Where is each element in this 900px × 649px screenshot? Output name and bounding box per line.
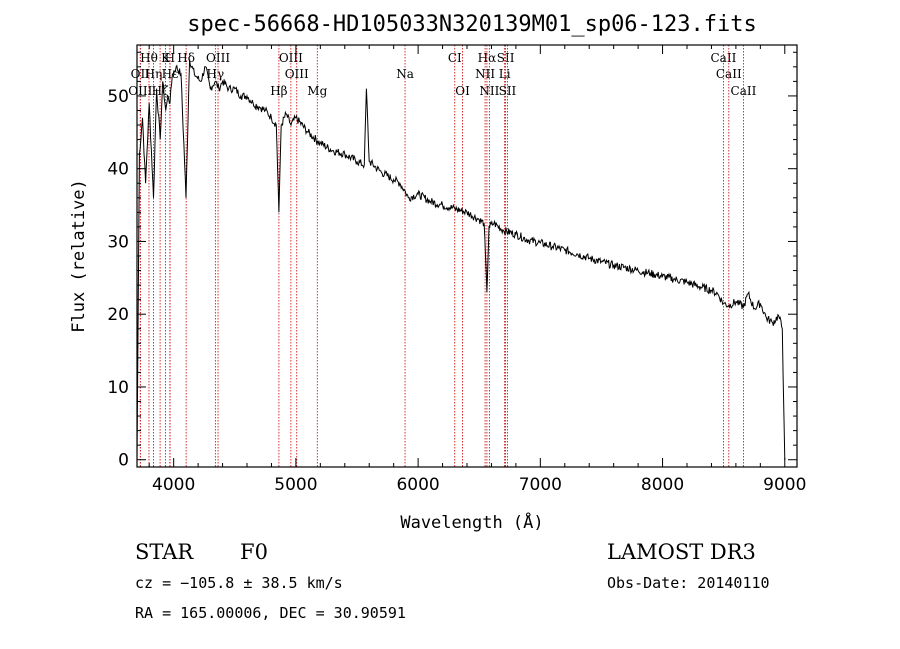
spectral-line-label: Hζ xyxy=(152,84,169,98)
spectral-line-label: CaII xyxy=(711,51,737,65)
spectral-line-label: Hδ xyxy=(177,51,195,65)
spectral-line-label: CaII xyxy=(731,84,757,98)
spectral-line-label: Na xyxy=(396,67,414,81)
spectral-line-label: Mg xyxy=(307,84,327,98)
x-tick-label: 7000 xyxy=(519,475,562,495)
y-tick-label: 30 xyxy=(107,232,129,252)
axis-ticks: 4000 5000 6000 7000 8000 9000 0 10 20 30 40 50 xyxy=(107,45,806,495)
x-tick-label: 5000 xyxy=(274,475,317,495)
x-tick-label: 8000 xyxy=(641,475,684,495)
spectrum-line xyxy=(136,59,786,460)
y-tick-label: 20 xyxy=(107,305,129,325)
spectral-line-label: Hγ xyxy=(207,67,225,81)
spectral-line-label: OIII xyxy=(128,84,152,98)
y-axis-label: Flux (relative) xyxy=(69,179,89,333)
spectral-line-label: SII xyxy=(499,84,517,98)
spectral-line-label: SII xyxy=(497,51,515,65)
x-tick-label: 6000 xyxy=(396,475,439,495)
observation-date: Obs-Date: 20140110 xyxy=(607,574,770,592)
spectral-line-label: NII xyxy=(475,67,495,81)
y-tick-label: 50 xyxy=(107,87,129,107)
spectral-line-label: OI xyxy=(455,84,470,98)
object-subclass: F0 xyxy=(240,540,268,564)
chart-title: spec-56668-HD105033N320139M01_sp06-123.f… xyxy=(187,12,757,37)
coordinates: RA = 165.00006, DEC = 30.90591 xyxy=(135,604,406,622)
plot-frame xyxy=(136,44,798,468)
x-tick-label: 4000 xyxy=(152,475,195,495)
spectral-line-label: NII xyxy=(479,84,499,98)
survey-name: LAMOST DR3 xyxy=(607,540,756,564)
spectral-line-label: K xyxy=(161,51,171,65)
spectral-line-label: Hη xyxy=(145,67,163,81)
spectral-line-label: OIII xyxy=(285,67,309,81)
object-class: STAR xyxy=(135,540,194,564)
spectral-line-label: Hθ xyxy=(140,51,158,65)
spectral-line-label: CaII xyxy=(716,67,742,81)
spectral-line-label: OIII xyxy=(206,51,230,65)
x-tick-label: 9000 xyxy=(763,475,806,495)
redshift-velocity: cz = −105.8 ± 38.5 km/s xyxy=(135,574,343,592)
y-tick-label: 40 xyxy=(107,160,129,180)
spectral-line-label: OIII xyxy=(279,51,303,65)
y-tick-label: 10 xyxy=(107,378,129,398)
spectral-line-label: Hα xyxy=(478,51,497,65)
spectral-line-label: CI xyxy=(448,51,462,65)
spectral-line-label: Li xyxy=(499,67,511,81)
y-tick-label: 0 xyxy=(118,451,129,471)
spectral-line-label: OII xyxy=(131,67,151,81)
spectral-line-label: Hβ xyxy=(270,84,287,98)
x-axis-label: Wavelength (Å) xyxy=(400,511,543,533)
spectrum-series xyxy=(136,59,786,460)
